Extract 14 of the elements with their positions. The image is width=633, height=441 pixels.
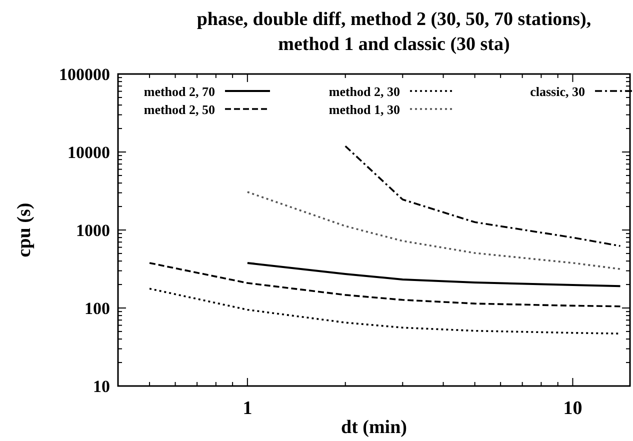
y-tick-label: 100000 <box>59 65 110 84</box>
legend-label: method 1, 30 <box>328 102 400 117</box>
y-tick-label: 10000 <box>68 143 110 162</box>
y-tick-label: 1000 <box>76 221 110 240</box>
legend-label: method 2, 70 <box>144 84 215 99</box>
y-tick-label: 10 <box>93 377 110 396</box>
x-tick-label: 1 <box>242 398 252 419</box>
legend-label: method 2, 30 <box>328 84 400 99</box>
y-axis-title: cpu (s) <box>14 202 35 258</box>
legend-label: classic, 30 <box>530 84 585 99</box>
legend-label: method 2, 50 <box>144 102 215 117</box>
y-tick-label: 100 <box>84 299 110 318</box>
chart-title: phase, double diff, method 2 (30, 50, 70 stations), method 1 and classic (30 sta) <box>196 9 592 55</box>
x-axis-title: dt (min) <box>341 417 407 438</box>
